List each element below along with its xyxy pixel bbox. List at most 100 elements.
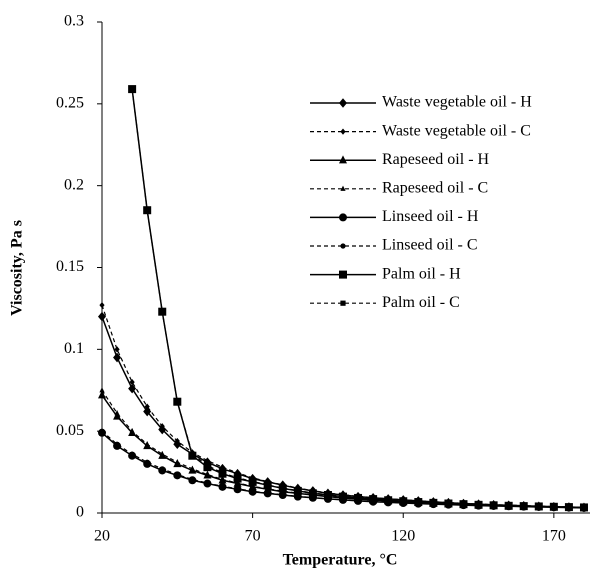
data-point <box>219 483 226 489</box>
data-point <box>98 311 106 322</box>
data-point <box>204 471 211 477</box>
data-point <box>204 462 211 469</box>
data-point <box>189 476 195 483</box>
x-tick-label: 170 <box>542 528 566 545</box>
data-point <box>129 86 135 92</box>
legend-marker <box>340 300 346 306</box>
data-point <box>566 504 572 510</box>
data-point <box>159 450 165 457</box>
data-point <box>114 346 120 353</box>
data-point <box>144 403 150 410</box>
y-tick-label: 0.1 <box>64 340 84 357</box>
data-point <box>128 383 137 394</box>
data-point <box>295 487 301 494</box>
data-point <box>204 457 211 464</box>
y-tick-label: 0.15 <box>56 258 84 275</box>
data-point <box>129 428 135 434</box>
data-point <box>98 390 106 399</box>
data-point <box>219 476 226 482</box>
x-tick-label: 20 <box>94 528 110 545</box>
y-tick-label: 0.2 <box>64 176 84 193</box>
data-point <box>99 387 105 393</box>
data-point <box>99 428 105 434</box>
legend-marker <box>339 213 347 222</box>
data-point <box>129 451 135 457</box>
data-point <box>159 466 165 472</box>
legend-label: Waste vegetable oil - H <box>382 94 532 111</box>
data-point <box>219 470 226 476</box>
data-point <box>551 504 557 510</box>
data-point <box>114 441 120 447</box>
data-point <box>144 459 150 465</box>
data-point <box>581 504 587 510</box>
y-axis-title: Viscosity, Pa s <box>9 220 26 316</box>
y-tick-label: 0.05 <box>56 422 84 439</box>
data-point <box>340 493 346 499</box>
legend-marker <box>340 243 346 249</box>
x-axis-title: Temperature, °C <box>283 552 398 569</box>
legend-marker <box>339 155 347 164</box>
data-point <box>460 501 467 507</box>
y-tick-label: 0.25 <box>56 95 84 112</box>
data-point <box>129 378 135 386</box>
data-point <box>174 399 180 405</box>
data-point <box>310 490 316 496</box>
data-point <box>295 493 301 499</box>
data-point <box>219 464 226 471</box>
data-point <box>144 207 150 213</box>
data-point <box>204 480 211 486</box>
data-point <box>174 471 180 478</box>
data-point <box>114 410 120 416</box>
legend-marker <box>340 128 346 135</box>
legend-label: Palm oil - C <box>382 294 460 311</box>
data-point <box>189 465 195 471</box>
data-point <box>174 459 180 465</box>
data-point <box>280 485 286 491</box>
data-point <box>265 482 271 488</box>
data-point <box>280 492 286 498</box>
data-point <box>355 495 361 501</box>
series-line <box>101 389 584 509</box>
legend-label: Palm oil - H <box>382 265 461 282</box>
y-tick-label: 0 <box>76 504 84 521</box>
data-point <box>143 406 152 417</box>
data-point <box>475 502 482 508</box>
data-point <box>415 499 421 505</box>
legend-marker <box>339 98 347 108</box>
data-point <box>400 498 406 504</box>
legend-label: Rapeseed oil - H <box>382 151 490 168</box>
data-point <box>113 411 122 420</box>
data-point <box>250 478 256 485</box>
data-point <box>536 503 542 509</box>
data-point <box>173 439 182 450</box>
series-line <box>101 304 584 508</box>
data-point <box>250 488 256 494</box>
data-point <box>99 302 105 309</box>
x-tick-label: 120 <box>391 528 415 545</box>
legend-label: Linseed oil - H <box>382 208 479 225</box>
y-tick-label: 0.3 <box>64 13 84 30</box>
data-point <box>189 451 195 457</box>
data-point <box>159 423 165 430</box>
data-point <box>113 352 122 363</box>
data-point <box>491 502 497 508</box>
data-point <box>174 437 180 445</box>
data-point <box>144 441 150 447</box>
legend-label: Linseed oil - C <box>382 237 478 254</box>
data-point <box>234 469 241 477</box>
data-point <box>234 486 241 492</box>
data-point <box>370 496 376 502</box>
data-point <box>430 500 436 506</box>
data-point <box>158 424 167 435</box>
data-point <box>506 503 512 509</box>
series-line <box>131 89 584 509</box>
legend-label: Waste vegetable oil - C <box>382 122 531 139</box>
data-point <box>521 503 527 509</box>
data-point <box>234 475 241 481</box>
legend-label: Rapeseed oil - C <box>382 179 488 196</box>
data-point <box>445 500 452 506</box>
x-tick-label: 70 <box>245 528 261 545</box>
legend-marker <box>339 270 347 279</box>
